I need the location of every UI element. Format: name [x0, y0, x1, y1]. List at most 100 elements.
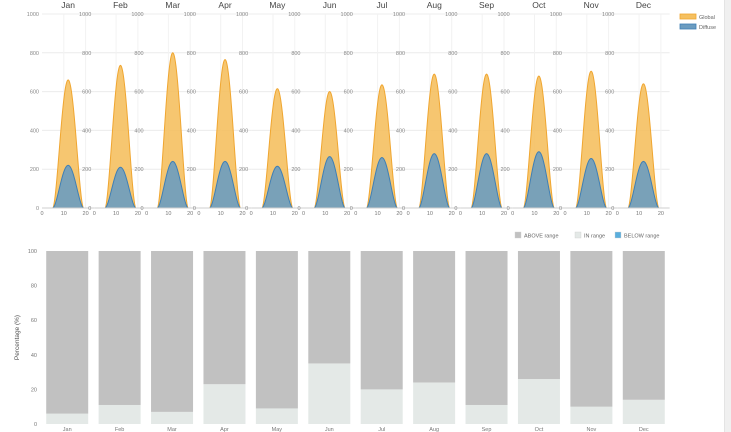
x-tick-label: 20 [553, 211, 559, 217]
percentage-stacked-bar-chart: 0 20 40 60 80 100 Percentage (%) Jan Feb Mar Apr Ma… [14, 231, 665, 432]
y-tick-label: 800 [553, 51, 562, 57]
area-global-feb [104, 64, 137, 209]
month-title-feb: Feb [113, 0, 128, 10]
bar-in-range-apr [203, 384, 246, 424]
x-tick-label: 0 [407, 211, 410, 217]
area-diffuse-jul [365, 157, 399, 209]
y-tick-label: 400 [344, 128, 353, 134]
x-tick-label-jun: Jun [325, 427, 334, 432]
y-tick-label: 0 [559, 206, 562, 212]
y-tick-label: 1000 [602, 12, 614, 18]
y-tick-label: 200 [605, 167, 614, 173]
y-tick-label: 0 [88, 206, 91, 212]
y-tick-label: 400 [30, 128, 39, 134]
x-tick-label-sep: Sep [482, 427, 492, 432]
x-tick-label: 0 [354, 211, 357, 217]
bar-in-range-sep [465, 404, 508, 424]
x-tick-label: 0 [145, 211, 148, 217]
y-tick-label: 60 [31, 318, 37, 324]
y-tick-label: 600 [239, 90, 248, 96]
panel-jan: 0 200 400 600 800 1000 Jan 0 10 20 [27, 0, 95, 217]
x-tick-label-nov: Nov [586, 427, 596, 432]
y-tick-label: 200 [553, 167, 562, 173]
y-tick-label: 400 [239, 128, 248, 134]
y-tick-label: 600 [82, 90, 91, 96]
y-tick-label: 600 [344, 90, 353, 96]
month-title-mar: Mar [165, 0, 180, 10]
bar-above-range-dec [622, 251, 665, 400]
bar-above-range-nov [570, 251, 613, 407]
y-tick-label: 1000 [445, 12, 457, 18]
bar-in-range-oct [517, 379, 560, 424]
y-tick-label: 1000 [497, 12, 509, 18]
bar-in-range-may [255, 408, 298, 424]
x-tick-label: 20 [501, 211, 507, 217]
legend-label-diffuse: Diffuse [699, 25, 716, 31]
y-tick-label: 800 [501, 51, 510, 57]
y-tick-label: 400 [501, 128, 510, 134]
x-tick-label-may: May [272, 427, 283, 432]
area-global-dec [627, 83, 660, 209]
area-diffuse-apr [208, 160, 242, 209]
x-tick-label: 0 [40, 211, 43, 217]
y-tick-label: 0 [34, 422, 37, 428]
y-tick-label: 200 [239, 167, 248, 173]
y-tick-label: 800 [605, 51, 614, 57]
x-tick-label: 10 [322, 211, 328, 217]
bar-above-range-mar [151, 251, 194, 412]
x-tick-label: 10 [479, 211, 485, 217]
x-tick-label-aug: Aug [429, 427, 439, 432]
x-tick-label: 10 [636, 211, 642, 217]
bar-in-range-mar [151, 411, 194, 424]
area-global-jan [52, 79, 85, 209]
page-scrollbar[interactable] [724, 0, 731, 432]
bar-above-range-jul [360, 251, 403, 390]
area-global-apr [209, 58, 242, 209]
x-tick-label-apr: Apr [220, 427, 229, 432]
month-title-dec: Dec [636, 0, 652, 10]
y-tick-label: 200 [396, 167, 405, 173]
month-title-apr: Apr [218, 0, 231, 10]
y-tick-label: 0 [141, 206, 144, 212]
y-tick-label: 200 [501, 167, 510, 173]
y-tick-label: 600 [134, 90, 143, 96]
legend-swatch-global [679, 13, 697, 20]
y-tick-label: 600 [501, 90, 510, 96]
legend-swatch-in-range [574, 231, 582, 239]
x-tick-label: 10 [270, 211, 276, 217]
y-tick-label: 1000 [131, 12, 143, 18]
y-tick-label: 600 [553, 90, 562, 96]
y-tick-label: 600 [187, 90, 196, 96]
y-tick-label: 400 [134, 128, 143, 134]
y-tick-label: 0 [297, 206, 300, 212]
x-tick-label-oct: Oct [535, 427, 544, 432]
y-tick-label: 800 [30, 51, 39, 57]
y-tick-label: 600 [605, 90, 614, 96]
x-tick-label: 0 [616, 211, 619, 217]
y-tick-label: 800 [187, 51, 196, 57]
y-tick-label: 400 [605, 128, 614, 134]
y-tick-label: 800 [448, 51, 457, 57]
y-tick-label: 400 [396, 128, 405, 134]
y-tick-label: 800 [239, 51, 248, 57]
bar-above-range-aug [413, 251, 456, 383]
x-tick-label-dec: Dec [639, 427, 649, 432]
bar-above-range-apr [203, 251, 246, 385]
y-tick-label: 200 [134, 167, 143, 173]
y-tick-label: 800 [344, 51, 353, 57]
legend-label-below-range: BELOW range [624, 234, 659, 240]
y-tick-label: 600 [396, 90, 405, 96]
y-tick-label: 200 [344, 167, 353, 173]
x-tick-label-mar: Mar [167, 427, 177, 432]
x-tick-label: 20 [239, 211, 245, 217]
y-tick-label: 1000 [184, 12, 196, 18]
x-tick-label: 10 [584, 211, 590, 217]
month-title-jul: Jul [377, 0, 388, 10]
x-tick-label-feb: Feb [115, 427, 124, 432]
x-tick-label: 20 [396, 211, 402, 217]
legend-swatch-diffuse [679, 23, 697, 30]
